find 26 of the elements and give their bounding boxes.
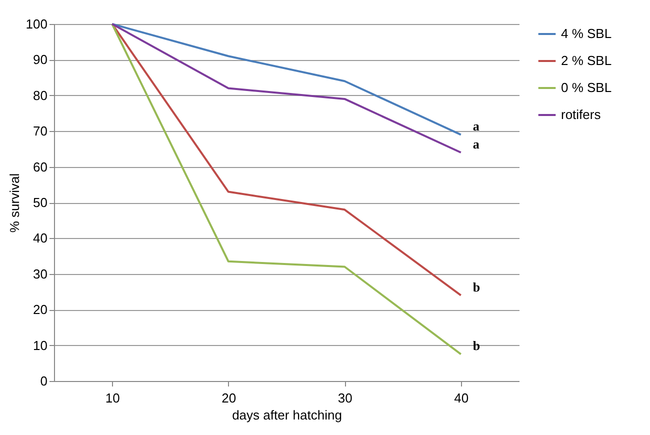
annotation: b [472, 338, 480, 354]
y-tick-label: 20 [33, 302, 48, 318]
y-tick-label: 10 [33, 338, 48, 353]
x-axis-title: days after hatching [232, 408, 342, 422]
line-series [111, 23, 462, 356]
x-tick-label: 40 [454, 390, 469, 406]
annotation: a [472, 136, 480, 152]
annotation: b [472, 279, 480, 294]
legend-label: rotifers [561, 107, 602, 122]
x-tick-label: 30 [338, 390, 352, 406]
y-tick-label: 50 [33, 195, 48, 210]
y-tick-label: 80 [33, 88, 48, 103]
legend-label: 2 % SBL [561, 53, 612, 68]
annotation: a [472, 118, 480, 134]
y-tick-label: 90 [33, 52, 48, 68]
y-tick-label: 70 [33, 124, 48, 139]
x-tick-label: 20 [222, 390, 236, 406]
y-axis-title: % survival [6, 173, 22, 233]
y-tick-label: 40 [33, 230, 48, 246]
legend-label: 0 % SBL [561, 80, 612, 95]
y-tick-label: 30 [33, 266, 48, 282]
y-tick-label: 100 [26, 16, 48, 32]
legend-label: 4 % SBL [561, 26, 612, 41]
x-tick-label: 10 [105, 390, 120, 406]
y-tick-label: 60 [33, 159, 48, 174]
y-tick-label: 0 [40, 374, 48, 388]
